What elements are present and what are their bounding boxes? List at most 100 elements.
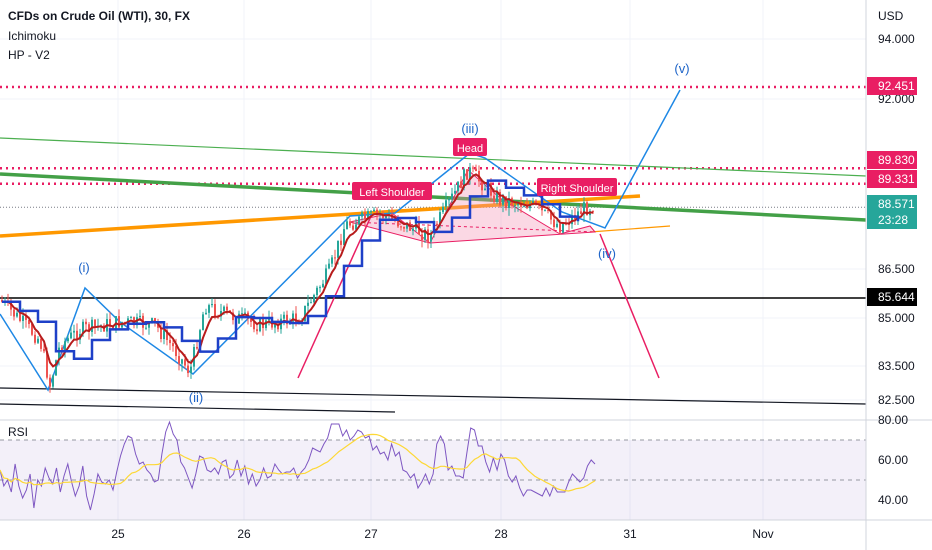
candle-body: [46, 351, 48, 378]
candle-body: [469, 167, 471, 180]
candle-body: [385, 216, 387, 219]
candle-body: [514, 205, 516, 207]
rsi-label: RSI: [8, 425, 28, 439]
candle-body: [454, 190, 456, 194]
candle-body: [349, 221, 351, 226]
candle-body: [355, 224, 357, 230]
svg-text:88.571: 88.571: [878, 197, 915, 211]
rsi-sma-line: [0, 433, 596, 492]
hp-red-line: [1, 173, 593, 368]
svg-text:Right Shoulder: Right Shoulder: [541, 183, 614, 195]
candle-body: [571, 215, 573, 225]
candle-body: [400, 226, 402, 228]
candle-body: [436, 223, 438, 226]
trendline-neckline-ext: [589, 225, 671, 233]
candle-body: [178, 356, 180, 364]
candle-body: [190, 366, 192, 374]
price-label-0: 92.451: [867, 77, 917, 95]
candle-body: [67, 338, 69, 342]
indicator-ichimoku-label[interactable]: Ichimoku: [8, 29, 57, 43]
candle-body: [292, 313, 294, 322]
symbol-title[interactable]: CFDs on Crude Oil (WTI), 30, FX: [8, 9, 191, 23]
svg-text:85.644: 85.644: [878, 290, 915, 304]
candle-body: [502, 196, 504, 205]
candle-body: [493, 195, 495, 202]
candle-body: [319, 287, 321, 289]
candle-body: [160, 327, 162, 339]
candle-body: [541, 205, 543, 211]
candle-body: [325, 268, 327, 284]
candle-body: [547, 209, 549, 211]
projection-magenta-2: [599, 233, 660, 379]
candle-body: [328, 263, 330, 269]
candle-body: [16, 312, 18, 317]
rsi-tick-1: 60.00: [878, 453, 908, 467]
candle-body: [112, 326, 114, 329]
candle-body: [370, 211, 372, 213]
svg-text:89.331: 89.331: [878, 172, 915, 186]
candle-body: [466, 169, 468, 180]
candle-body: [232, 312, 234, 321]
candle-body: [166, 330, 168, 340]
candle-body: [460, 181, 462, 189]
candle-body: [481, 181, 483, 191]
price-label-3: 88.571: [867, 195, 917, 213]
x-tick-4: 31: [623, 527, 637, 541]
candle-body: [28, 319, 30, 325]
candle-body: [73, 330, 75, 333]
candle-body: [322, 283, 324, 288]
candle-body: [586, 202, 588, 216]
x-tick-1: 26: [237, 527, 251, 541]
candle-body: [109, 319, 111, 327]
candle-body: [64, 341, 66, 351]
candle-body: [286, 314, 288, 325]
candle-body: [175, 346, 177, 357]
candle-body: [244, 312, 246, 314]
candle-body: [49, 377, 51, 387]
candle-body: [439, 212, 441, 226]
y-tick-3: 85.000: [878, 311, 915, 325]
candle-body: [496, 191, 498, 202]
candle-body: [544, 209, 546, 211]
candle-body: [193, 346, 195, 367]
candle-body: [58, 347, 60, 361]
candle-body: [25, 315, 27, 320]
candle-body: [445, 200, 447, 207]
candle-body: [451, 193, 453, 199]
candle-body: [352, 225, 354, 230]
candle-body: [145, 327, 147, 329]
candle-body: [214, 303, 216, 317]
candle-body: [253, 321, 255, 330]
wave-label-iii: (iii): [461, 121, 478, 136]
candle-body: [490, 182, 492, 196]
candle-body: [472, 167, 474, 169]
candle-body: [508, 198, 510, 208]
currency-label: USD: [878, 9, 904, 23]
wave-label-ii: (ii): [189, 390, 203, 405]
svg-text:Head: Head: [457, 143, 483, 155]
indicator-hp-label[interactable]: HP - V2: [8, 48, 50, 62]
price-label-1: 89.830: [867, 151, 917, 169]
candle-body: [427, 229, 429, 242]
rsi-tick-2: 40.00: [878, 493, 908, 507]
candle-body: [82, 321, 84, 334]
candle-body: [154, 318, 156, 322]
y-tick-2: 86.500: [878, 262, 915, 276]
candle-body: [19, 312, 21, 321]
label-right-shoulder: Right Shoulder: [537, 178, 617, 196]
candle-body: [61, 347, 63, 351]
wave-label-iv: (iv): [598, 246, 616, 261]
candle-body: [334, 257, 336, 259]
candle-body: [526, 206, 528, 209]
candle-body: [187, 365, 189, 374]
candle-body: [580, 211, 582, 215]
wave-label-i: (i): [78, 260, 90, 275]
candle-body: [169, 339, 171, 344]
candle-body: [226, 306, 228, 311]
candle-body: [37, 338, 39, 343]
candle-body: [316, 287, 318, 296]
trendline-black-1: [0, 387, 867, 405]
candle-body: [484, 188, 486, 191]
candle-body: [184, 359, 186, 366]
